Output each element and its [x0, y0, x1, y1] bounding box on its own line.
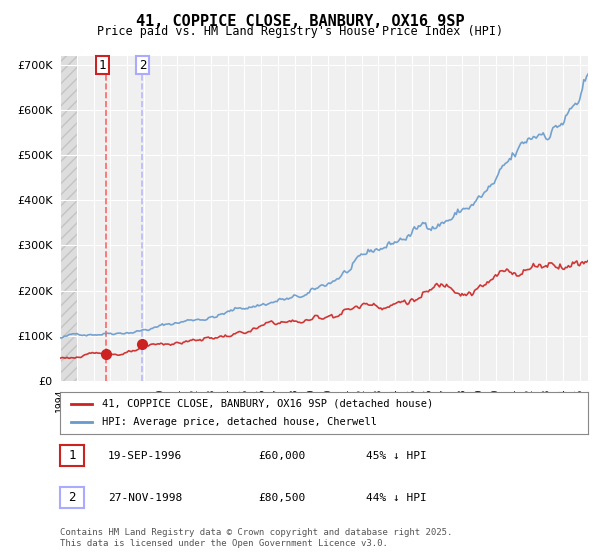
- Text: 27-NOV-1998: 27-NOV-1998: [108, 493, 182, 503]
- Text: 41, COPPICE CLOSE, BANBURY, OX16 9SP: 41, COPPICE CLOSE, BANBURY, OX16 9SP: [136, 14, 464, 29]
- Text: 2: 2: [68, 491, 76, 505]
- Bar: [60, 56, 77, 381]
- Text: HPI: Average price, detached house, Cherwell: HPI: Average price, detached house, Cher…: [102, 417, 377, 427]
- Text: Contains HM Land Registry data © Crown copyright and database right 2025.
This d: Contains HM Land Registry data © Crown c…: [60, 528, 452, 548]
- Text: £80,500: £80,500: [258, 493, 305, 503]
- Text: 45% ↓ HPI: 45% ↓ HPI: [366, 451, 427, 461]
- Text: 2: 2: [139, 59, 146, 72]
- Text: 44% ↓ HPI: 44% ↓ HPI: [366, 493, 427, 503]
- Text: 1: 1: [99, 59, 106, 72]
- Text: Price paid vs. HM Land Registry's House Price Index (HPI): Price paid vs. HM Land Registry's House …: [97, 25, 503, 38]
- Text: 1: 1: [68, 449, 76, 463]
- Text: 19-SEP-1996: 19-SEP-1996: [108, 451, 182, 461]
- Text: £60,000: £60,000: [258, 451, 305, 461]
- Text: 41, COPPICE CLOSE, BANBURY, OX16 9SP (detached house): 41, COPPICE CLOSE, BANBURY, OX16 9SP (de…: [102, 399, 433, 409]
